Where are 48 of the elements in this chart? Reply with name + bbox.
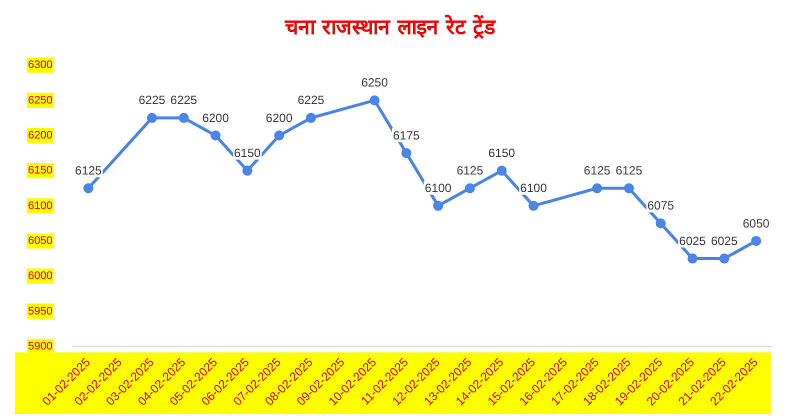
data-label: 6200 <box>202 110 230 125</box>
data-label: 6125 <box>75 164 102 178</box>
point <box>751 236 762 246</box>
point <box>146 112 157 123</box>
point <box>242 166 252 176</box>
y-tick-label: 6100 <box>28 200 52 212</box>
data-label: 6025 <box>679 234 706 248</box>
data-label: 6050 <box>742 216 770 230</box>
y-tick-label: 6250 <box>28 94 52 106</box>
point <box>496 166 507 176</box>
point <box>178 112 189 123</box>
point <box>656 218 666 228</box>
data-label: 6225 <box>298 93 325 108</box>
point <box>528 200 539 211</box>
point <box>401 148 412 158</box>
point <box>464 183 475 194</box>
point <box>274 130 284 141</box>
data-label: 6150 <box>234 146 262 160</box>
y-tick-label: 6050 <box>28 234 52 247</box>
data-label: 6100 <box>520 181 548 196</box>
y-tick-label: 6300 <box>28 59 52 72</box>
data-label: 6225 <box>170 93 198 108</box>
data-label: 6025 <box>710 234 738 248</box>
data-label: 6175 <box>392 128 420 142</box>
point <box>688 254 698 264</box>
y-tick-label: 6000 <box>28 270 52 282</box>
data-label: 6125 <box>584 164 611 178</box>
data-label: 6100 <box>424 181 452 196</box>
data-label: 6250 <box>361 76 388 90</box>
data-label: 6125 <box>616 164 643 178</box>
chart-title: चना राजस्थान लाइन रेट ट्रेंड <box>284 14 496 40</box>
data-label: 6125 <box>456 164 484 178</box>
data-label: 6150 <box>488 146 516 160</box>
data-label: 6200 <box>266 110 293 125</box>
point <box>83 183 94 194</box>
point <box>624 183 634 194</box>
point <box>370 95 380 106</box>
point <box>433 200 444 211</box>
y-tick-label: 6200 <box>28 130 52 142</box>
y-tick-label: 5900 <box>28 340 52 352</box>
y-tick-label: 6150 <box>28 164 52 177</box>
y-tick-label: 5950 <box>28 305 52 318</box>
point <box>592 183 602 194</box>
data-label: 6075 <box>647 198 674 213</box>
point <box>306 112 316 123</box>
data-label: 6225 <box>138 93 166 108</box>
point <box>719 254 730 264</box>
point <box>210 130 221 141</box>
